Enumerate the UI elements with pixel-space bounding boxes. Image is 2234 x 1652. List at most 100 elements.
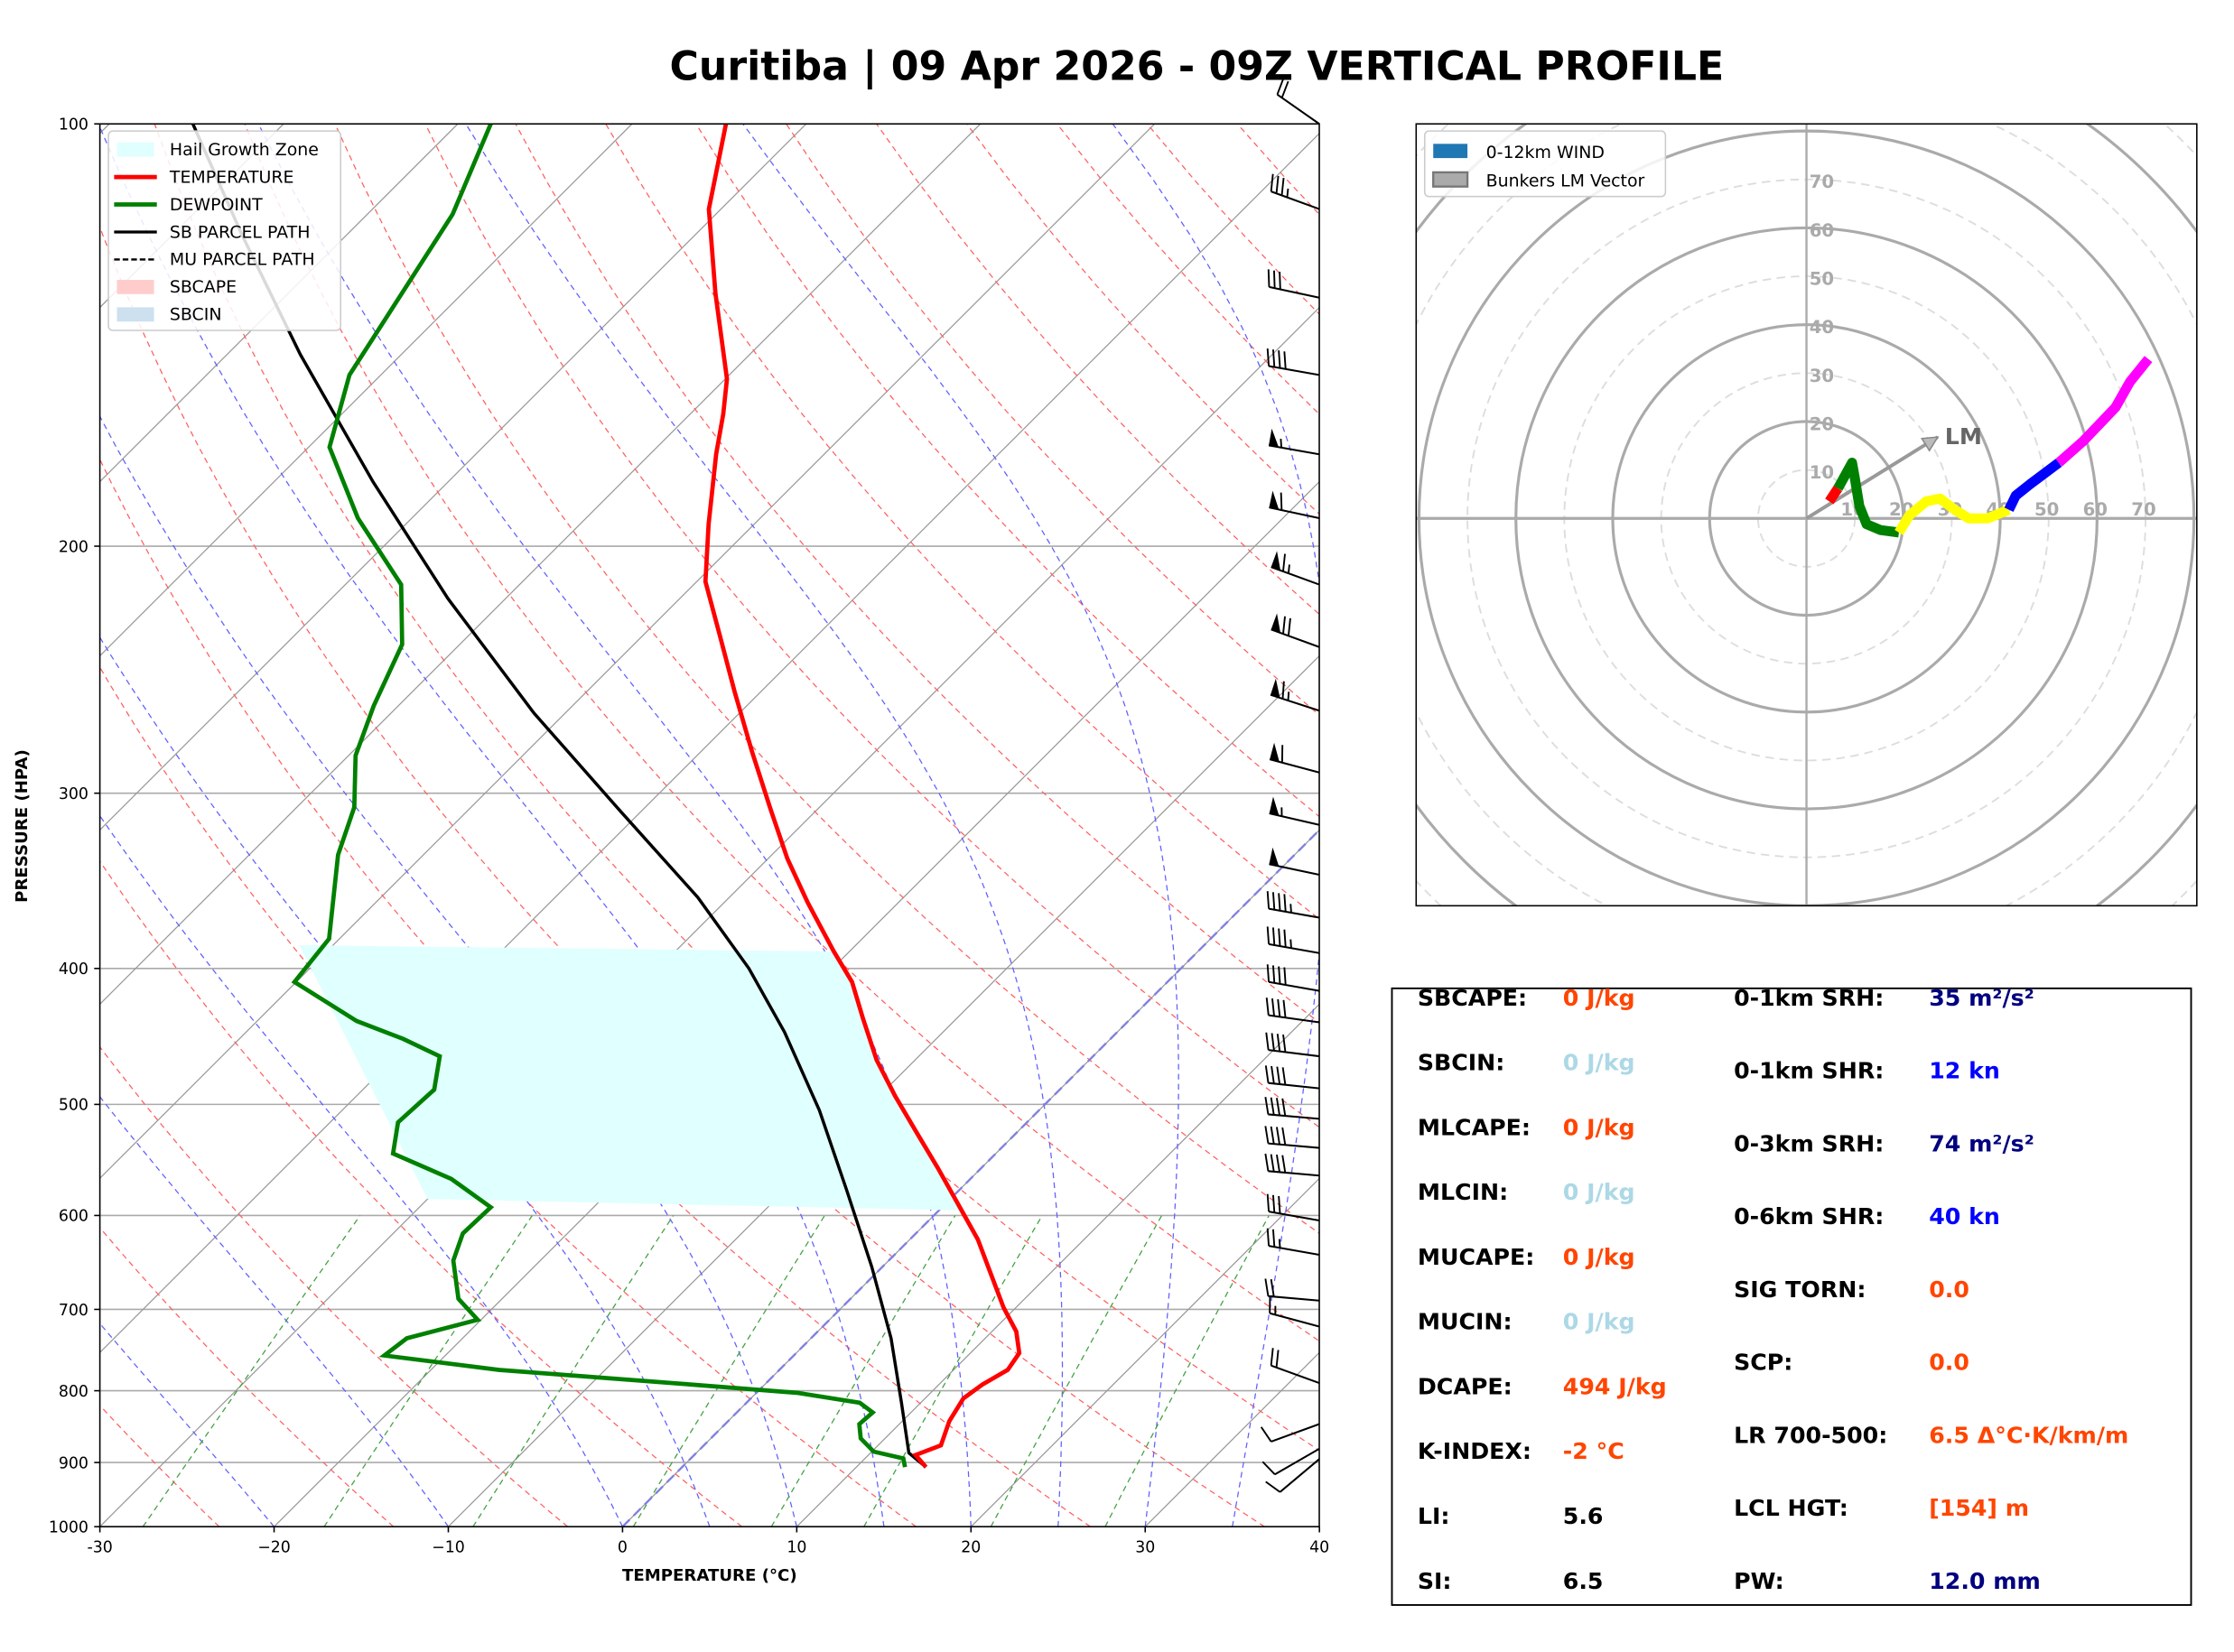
y-tick-label: 200: [59, 538, 88, 556]
stat-value: 0 J/kg: [1563, 1050, 1635, 1076]
x-tick-label: 30: [1135, 1539, 1155, 1557]
dry-adiabat: [605, 124, 1320, 920]
ring-label-vertical: 30: [1810, 366, 1834, 386]
stat-label: 0-3km SRH:: [1734, 1130, 1884, 1156]
isotherm-line: [99, 132, 1320, 1354]
lm-arrowhead: [1921, 436, 1940, 452]
wind-barb: [1266, 964, 1320, 992]
stat-value: 494 J/kg: [1563, 1373, 1667, 1399]
wind-barb: [1266, 1228, 1320, 1257]
y-axis-label: PRESSURE (HPA): [13, 749, 32, 903]
isotherm-line: [99, 306, 1320, 1527]
stat-label: SIG TORN:: [1734, 1276, 1866, 1303]
stat-value: [154] m: [1929, 1495, 2029, 1521]
stat-value: 0 J/kg: [1563, 985, 1635, 1011]
isotherm-line: [99, 124, 982, 1006]
wind-barb: [1266, 348, 1320, 376]
y-tick-label: 500: [59, 1097, 88, 1115]
wind-barb: [1269, 796, 1320, 826]
stat-label: SBCAPE:: [1418, 985, 1527, 1011]
skew-t-profiles: [191, 124, 1022, 1469]
stat-value: 0 J/kg: [1563, 1114, 1635, 1140]
stat-label: 0-1km SRH:: [1734, 985, 1884, 1011]
wind-barb: [1264, 1065, 1320, 1090]
stat-value: 35 m²/s²: [1929, 985, 2034, 1011]
dry-adiabat: [99, 1045, 569, 1527]
mixing-ratio-line: [1104, 1215, 1270, 1527]
x-axis-label: TEMPERATURE (°C): [622, 1566, 797, 1585]
stat-label: PW:: [1734, 1568, 1784, 1594]
y-tick-label: 300: [59, 785, 88, 803]
moist-adiabat: [99, 1323, 275, 1527]
wind-barb: [1269, 847, 1320, 877]
stat-label: SCP:: [1734, 1350, 1792, 1376]
ring-label-horizontal: 70: [2131, 499, 2155, 520]
moist-adiabat: [1112, 124, 1320, 1527]
stat-label: LI:: [1418, 1503, 1450, 1529]
wind-barb: [1266, 926, 1320, 954]
mixing-ratio-line: [990, 1215, 1163, 1527]
legend-wind-label: 0-12km WIND: [1486, 143, 1605, 162]
stat-value: 12 kn: [1929, 1058, 2000, 1084]
freezing-isotherm: [621, 828, 1320, 1527]
stat-value: 74 m²/s²: [1929, 1130, 2034, 1156]
isotherm-line: [970, 1177, 1320, 1527]
moist-adiabat: [257, 124, 972, 1527]
hodograph-segment: [1825, 485, 1843, 505]
wind-barb: [1265, 1458, 1320, 1493]
dry-adiabat: [99, 665, 917, 1527]
moist-adiabat: [99, 814, 623, 1527]
legend-swatch-lm: [1432, 171, 1469, 188]
x-tick-label: 20: [961, 1539, 981, 1557]
wind-barb: [1269, 1295, 1320, 1328]
y-tick-label: 600: [59, 1208, 88, 1226]
ring-label-vertical: 40: [1810, 317, 1834, 338]
y-tick-label: 700: [59, 1302, 88, 1320]
stat-value: 0.0: [1929, 1350, 1969, 1376]
stat-label: K-INDEX:: [1418, 1438, 1531, 1464]
dry-adiabat: [99, 225, 1265, 1527]
moist-adiabat: [465, 124, 1064, 1527]
wind-barb: [1264, 1278, 1320, 1302]
ring-label-vertical: 60: [1810, 220, 1834, 241]
y-tick-label: 100: [59, 116, 88, 135]
stat-value: 6.5: [1563, 1568, 1604, 1594]
mixing-ratio-line: [863, 1215, 1043, 1527]
legend-label: Hail Growth Zone: [170, 140, 319, 160]
stat-value: 40 kn: [1929, 1203, 2000, 1230]
wind-barb: [1265, 998, 1320, 1024]
isotherm-line: [99, 124, 633, 657]
hodograph-frame: [1415, 123, 2198, 907]
hodograph-segment: [2055, 356, 2153, 467]
y-tick-label: 800: [59, 1383, 88, 1401]
x-tick-label: −20: [257, 1539, 291, 1557]
dry-adiabat: [154, 124, 1320, 1452]
figure-title: Curitiba | 09 Apr 2026 - 09Z VERTICAL PR…: [670, 43, 1725, 89]
x-tick-label: 40: [1309, 1539, 1329, 1557]
x-tick-label: -30: [87, 1539, 112, 1557]
temperature-line: [703, 124, 1022, 1469]
wind-barb: [1265, 1032, 1320, 1058]
legend-label: MU PARCEL PATH: [170, 250, 315, 270]
ring-label-vertical: 70: [1810, 172, 1834, 192]
wind-barb: [1266, 891, 1320, 919]
legend-swatch: [116, 142, 154, 157]
dry-adiabat: [99, 859, 743, 1527]
skew-t-frame: [98, 123, 1320, 1527]
legend-label: SBCIN: [170, 305, 222, 325]
wind-barb: [1260, 1423, 1320, 1443]
wind-barb: [1270, 678, 1320, 712]
wind-barb: [1271, 613, 1320, 648]
legend-lm-label: Bunkers LM Vector: [1486, 172, 1645, 191]
moist-adiabat: [99, 414, 797, 1527]
dry-adiabat: [334, 124, 1320, 1234]
skew-t-legend: Hail Growth Zone TEMPERATURE DEWPOINT SB PA…: [107, 130, 342, 331]
skew-t-ticks: -30 −20 −10 0 10 20 30 40 100 200 300 400 500 600 700 8…: [49, 116, 1329, 1557]
legend-label: DEWPOINT: [170, 195, 263, 215]
isotherm-line: [99, 124, 1156, 1180]
stats-panel: SBCAPE: 0 J/kg SBCIN: 0 J/kg MLCAPE: 0 J/kg ML…: [1391, 985, 2192, 1606]
legend-swatch: [116, 307, 154, 322]
wind-barb: [1271, 551, 1320, 586]
legend-label: TEMPERATURE: [169, 167, 294, 187]
isotherm-line: [99, 124, 284, 309]
